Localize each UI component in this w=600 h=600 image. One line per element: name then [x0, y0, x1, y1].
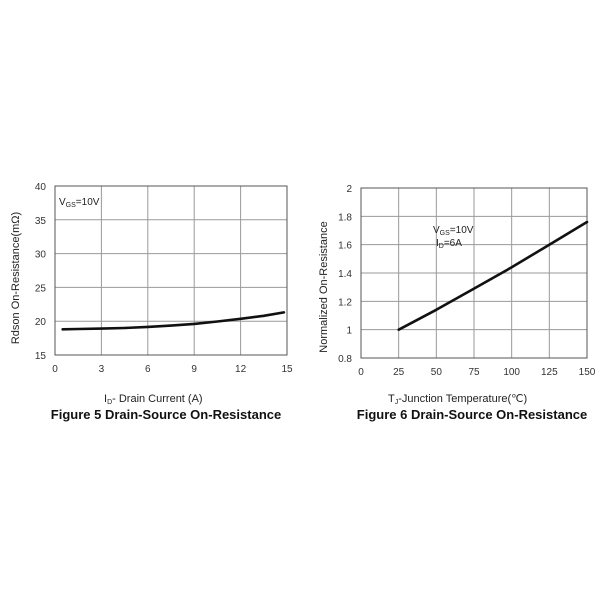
- figure-5-x-tick-labels: 0 3 6 9 12 15: [52, 364, 293, 375]
- figure-6-y-axis-label: Normalized On-Resistance: [318, 221, 330, 352]
- y-tick-label: 30: [35, 250, 47, 261]
- y-tick-label: 20: [35, 317, 47, 328]
- figure-6-chart: 0 25 50 75 100 125 150 0.8 1 1.2 1.4 1.6 1.8 2 VGS=1…: [318, 184, 596, 422]
- figure-5-plot-frame: [54, 185, 288, 356]
- x-tick-label: 75: [468, 367, 480, 378]
- x-tick-label: 100: [503, 367, 520, 378]
- series-line: [61, 311, 286, 331]
- x-tick-label: 0: [52, 364, 58, 375]
- y-tick-label: 1.2: [338, 297, 352, 308]
- x-tick-label: 50: [431, 367, 443, 378]
- figure-6-y-tick-labels: 0.8 1 1.2 1.4 1.6 1.8 2: [338, 184, 352, 365]
- y-tick-label: 1: [346, 326, 352, 337]
- x-tick-label: 25: [393, 367, 405, 378]
- y-tick-label: 35: [35, 216, 47, 227]
- x-tick-label: 12: [235, 364, 247, 375]
- figure-6-series: [397, 220, 589, 332]
- figure-5-y-axis-label: Rdson On-Resistance(mΩ): [10, 212, 22, 344]
- figure-6-x-tick-labels: 0 25 50 75 100 125 150: [358, 367, 596, 378]
- figure-6-x-axis-label: TJ-Junction Temperature(℃): [388, 393, 527, 406]
- y-tick-label: 2: [346, 184, 352, 195]
- series-line: [397, 220, 589, 332]
- x-tick-label: 15: [281, 364, 293, 375]
- x-tick-label: 3: [99, 364, 105, 375]
- figure-6-gridlines: [360, 187, 588, 359]
- y-tick-label: 15: [35, 351, 47, 362]
- figure-6-caption: Figure 6 Drain-Source On-Resistance: [357, 407, 587, 422]
- figure-6-annotation-vgs: VGS=10V: [433, 225, 474, 237]
- x-tick-label: 150: [579, 367, 596, 378]
- y-tick-label: 1.4: [338, 269, 352, 280]
- figure-5-caption: Figure 5 Drain-Source On-Resistance: [51, 407, 281, 422]
- figure-6-annotation-id: ID=6A: [436, 238, 462, 250]
- figure-5-chart: 0 3 6 9 12 15 15 20 25 30 35 40 VGS=10V ID- Drain …: [10, 182, 293, 422]
- x-tick-label: 9: [191, 364, 197, 375]
- x-tick-label: 125: [541, 367, 558, 378]
- x-tick-label: 6: [145, 364, 151, 375]
- figure-5-series: [61, 311, 286, 331]
- figure-5-annotation-vgs: VGS=10V: [59, 197, 100, 209]
- figure-6-plot-frame: [360, 187, 588, 359]
- figure-5-x-axis-label: ID- Drain Current (A): [104, 393, 203, 406]
- y-tick-label: 25: [35, 283, 47, 294]
- y-tick-label: 1.6: [338, 241, 352, 252]
- figure-5-y-tick-labels: 15 20 25 30 35 40: [35, 182, 47, 362]
- y-tick-label: 0.8: [338, 354, 352, 365]
- y-tick-label: 1.8: [338, 212, 352, 223]
- y-tick-label: 40: [35, 182, 47, 193]
- x-tick-label: 0: [358, 367, 364, 378]
